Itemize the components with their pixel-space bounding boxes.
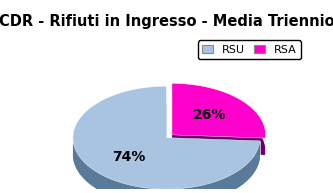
Polygon shape xyxy=(172,83,265,138)
Text: 26%: 26% xyxy=(193,108,226,123)
Polygon shape xyxy=(73,103,260,193)
Text: 74%: 74% xyxy=(112,150,146,164)
Polygon shape xyxy=(172,100,265,155)
Text: CDR - Rifiuti in Ingresso - Media Triennio: CDR - Rifiuti in Ingresso - Media Trienn… xyxy=(0,14,333,29)
Polygon shape xyxy=(73,86,260,189)
Polygon shape xyxy=(73,137,260,193)
Legend: RSU, RSA: RSU, RSA xyxy=(198,40,301,59)
